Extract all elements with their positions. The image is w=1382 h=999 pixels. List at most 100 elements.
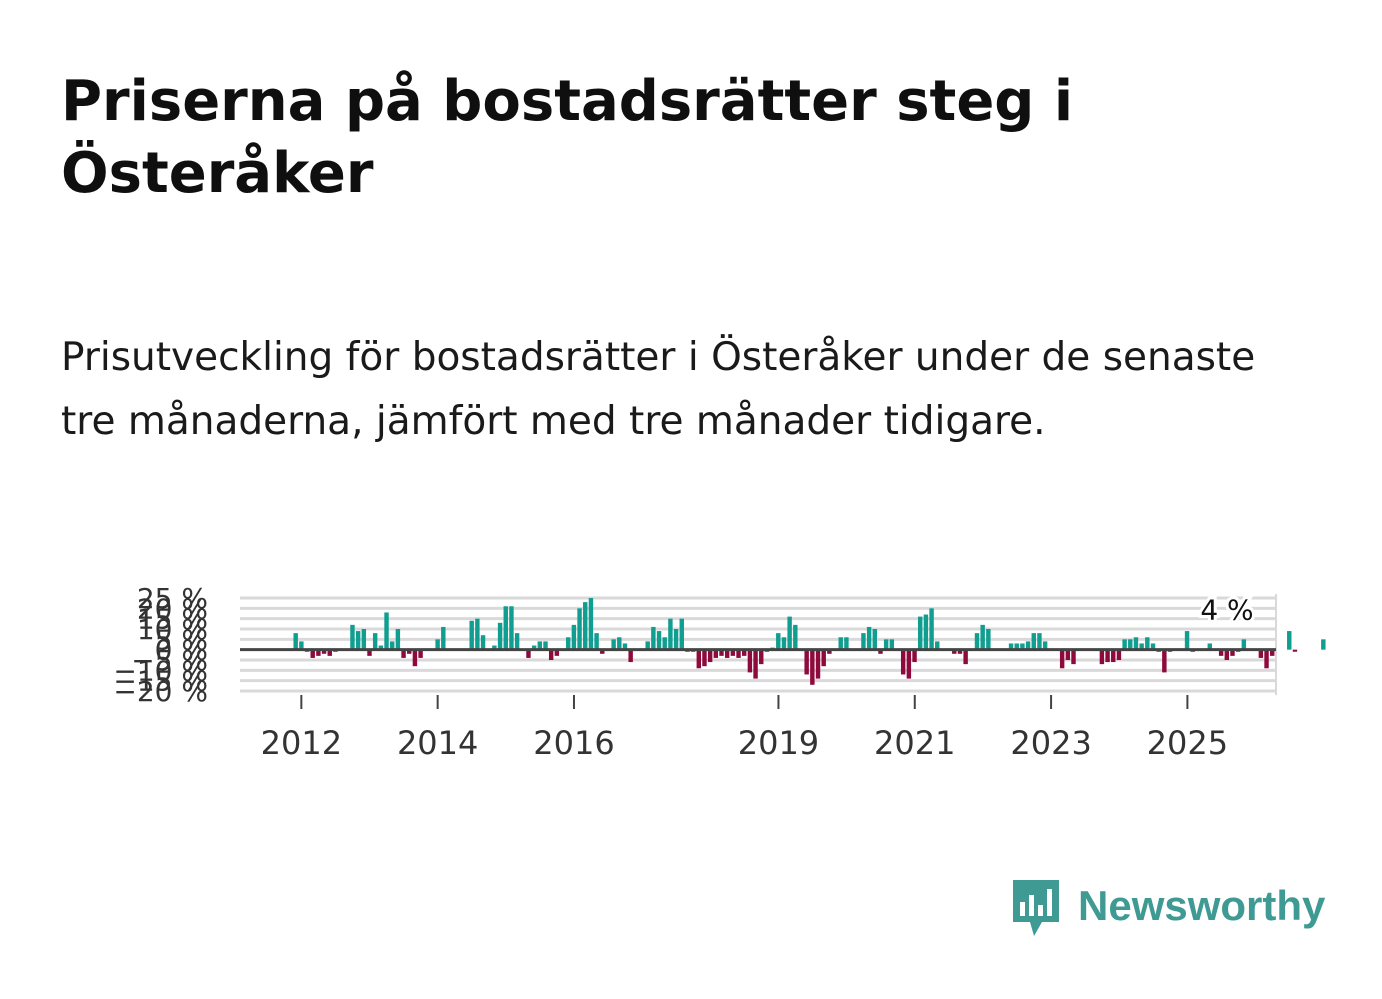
- data-bar: [514, 633, 520, 650]
- data-bar: [957, 649, 963, 654]
- data-bar: [310, 649, 315, 658]
- data-bar: [1218, 649, 1224, 656]
- x-tick-label: 2014: [397, 724, 478, 762]
- data-bar: [1270, 649, 1275, 656]
- data-bar: [963, 649, 968, 665]
- data-bar: [1020, 643, 1025, 650]
- data-bar: [480, 635, 486, 650]
- data-bar: [918, 616, 923, 650]
- data-bar: [1258, 649, 1264, 658]
- data-bar: [923, 614, 929, 650]
- data-bar: [293, 633, 298, 650]
- data-bar: [1207, 643, 1212, 650]
- data-bar: [1111, 649, 1116, 663]
- data-bar: [492, 645, 497, 650]
- x-tick-label: 2021: [874, 724, 955, 762]
- data-bar: [781, 637, 787, 650]
- data-bar: [1071, 649, 1076, 665]
- data-bar: [883, 639, 889, 650]
- data-bar: [1321, 639, 1326, 650]
- data-bar: [668, 618, 673, 650]
- data-bar: [316, 649, 321, 656]
- data-bar: [980, 624, 985, 650]
- data-bar: [588, 598, 594, 650]
- data-bar: [878, 649, 883, 654]
- data-bar: [866, 626, 872, 650]
- data-bar: [1042, 641, 1048, 650]
- data-bar: [611, 639, 616, 650]
- data-bar: [929, 608, 934, 650]
- data-bar: [1292, 649, 1298, 652]
- x-tick-label: 2016: [533, 724, 614, 762]
- y-tick-label: −20 %: [113, 675, 208, 708]
- x-tick-label: 2023: [1010, 724, 1091, 762]
- data-bar: [673, 629, 679, 650]
- data-bar: [1184, 631, 1190, 650]
- data-bar: [747, 649, 753, 673]
- data-bar: [355, 631, 361, 650]
- data-bar: [418, 649, 423, 658]
- page-title: Priserna på bostadsrätter steg i Österåk…: [61, 69, 1074, 206]
- data-bar: [1116, 649, 1122, 660]
- data-bar: [719, 649, 724, 656]
- data-bar: [861, 633, 866, 650]
- data-bar: [401, 649, 406, 658]
- data-bar: [651, 626, 656, 650]
- data-bar: [361, 629, 367, 650]
- data-bar: [469, 620, 474, 650]
- y-tick-label: 10 %: [137, 613, 208, 646]
- data-bar: [537, 641, 543, 650]
- data-bar: [1105, 649, 1110, 663]
- data-bar: [475, 618, 480, 650]
- page-subtitle: Prisutveckling för bostadsrätter i Öster…: [61, 335, 1256, 444]
- data-bar: [1025, 641, 1031, 650]
- data-bar: [724, 649, 730, 658]
- y-tick-label: −15 %: [113, 665, 208, 698]
- data-bar: [389, 641, 395, 650]
- data-bar: [509, 606, 514, 650]
- data-bar: [1133, 637, 1139, 650]
- data-bar: [1059, 649, 1065, 669]
- data-bar: [1065, 649, 1071, 660]
- data-bar: [327, 649, 332, 656]
- data-bar: [526, 649, 531, 658]
- data-bar: [900, 649, 906, 675]
- x-tick-label: 2012: [261, 724, 342, 762]
- data-bar: [1287, 631, 1292, 650]
- data-bar: [815, 649, 821, 679]
- data-bar: [844, 637, 849, 650]
- data-bar: [736, 649, 741, 658]
- data-bar: [1031, 633, 1036, 650]
- data-bar: [1139, 643, 1144, 650]
- data-bar: [986, 629, 991, 650]
- data-bar: [804, 649, 809, 675]
- data-bar: [1224, 649, 1230, 660]
- data-bar: [395, 629, 401, 650]
- data-bar: [531, 645, 537, 650]
- y-tick-label: 0 %: [155, 634, 208, 667]
- data-bar: [543, 641, 548, 650]
- data-bar: [827, 649, 832, 654]
- y-tick-label: −10 %: [113, 654, 208, 687]
- data-bar: [412, 649, 418, 667]
- data-bar: [935, 641, 940, 650]
- data-bar: [1241, 639, 1247, 650]
- y-tick-label: 5 %: [155, 623, 208, 656]
- data-bar: [594, 633, 599, 650]
- last-value-label: 4 %: [1200, 594, 1253, 627]
- data-bar: [571, 624, 577, 650]
- data-bar: [1099, 649, 1105, 665]
- data-bar: [384, 612, 389, 650]
- data-bar: [707, 649, 713, 663]
- data-bar: [600, 649, 605, 654]
- data-bar: [372, 633, 378, 650]
- data-bar: [1014, 643, 1019, 650]
- data-bar: [787, 616, 792, 650]
- data-bar: [662, 637, 667, 650]
- data-bar: [952, 649, 957, 654]
- data-bar: [299, 641, 304, 650]
- data-bar: [577, 608, 582, 650]
- data-bar: [730, 649, 736, 656]
- y-tick-label: 15 %: [137, 603, 208, 636]
- data-bar: [753, 649, 758, 679]
